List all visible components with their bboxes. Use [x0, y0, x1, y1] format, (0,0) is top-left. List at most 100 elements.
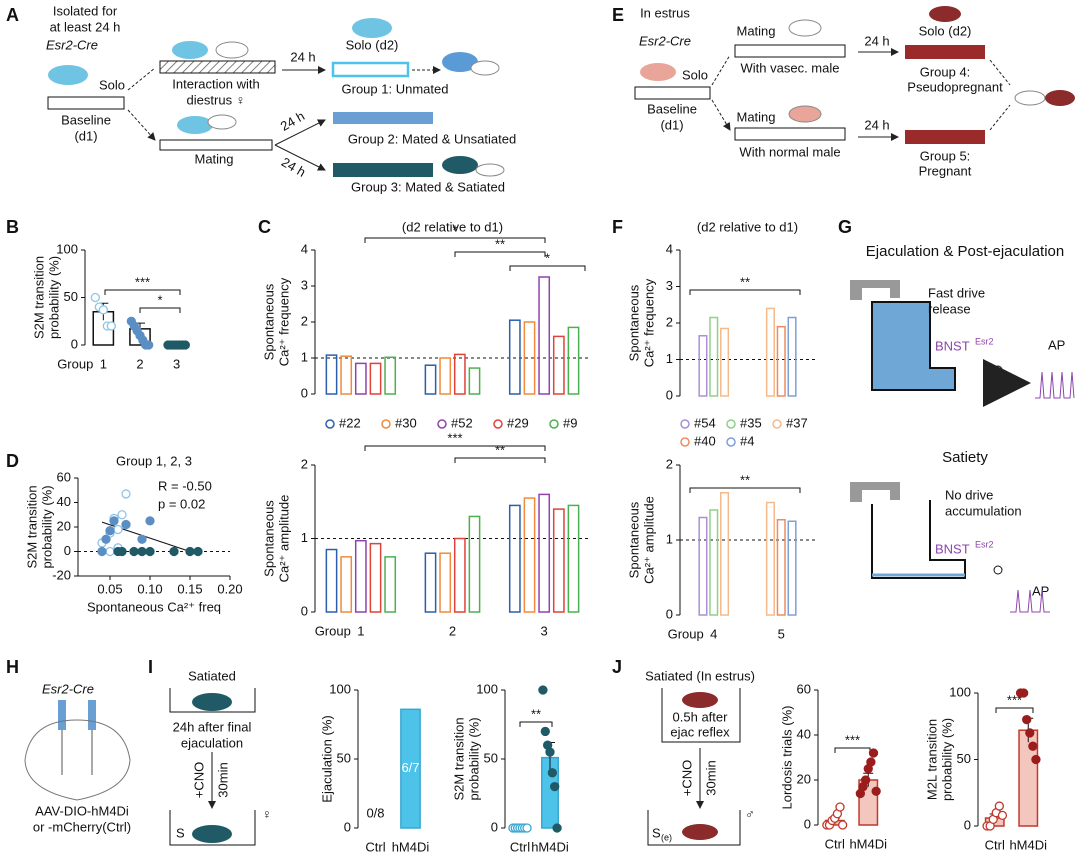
data-point	[552, 823, 562, 833]
bar	[698, 516, 708, 616]
significance-label: ***	[135, 274, 150, 289]
mouse	[442, 156, 478, 174]
label: BNST	[935, 338, 970, 353]
data-point	[90, 292, 100, 303]
box	[734, 44, 846, 58]
y-tick-label: 0	[666, 387, 673, 402]
data-point	[193, 546, 203, 557]
panel-label: E	[612, 5, 624, 25]
label: Solo (d2)	[346, 37, 399, 52]
arrow	[989, 59, 1011, 131]
x-tick-label: 2	[449, 623, 456, 638]
label: Group 1: Unmated	[342, 81, 449, 96]
bar	[424, 552, 437, 613]
mouse	[442, 52, 478, 72]
panel-g: Ejaculation & Post-ejaculation Fast driv…	[850, 243, 1075, 613]
label: With normal male	[739, 144, 840, 159]
label: S	[652, 825, 661, 840]
x-axis-label: Group	[57, 356, 93, 371]
box	[159, 139, 273, 151]
label: AP	[1032, 583, 1049, 598]
bar	[439, 357, 452, 395]
y-tick-label: 0	[964, 817, 971, 832]
label: at least 24 h	[50, 19, 121, 34]
bar	[508, 319, 521, 395]
data-point	[866, 757, 876, 767]
bar	[720, 492, 730, 616]
y-tick-label: 3	[301, 277, 308, 292]
y-tick-label: 1	[666, 351, 673, 366]
label: Esr2	[975, 539, 994, 549]
y-axis-label: Spontaneous	[261, 283, 276, 360]
x-tick-label: 0.10	[137, 581, 162, 596]
label: 24 h	[864, 117, 889, 132]
x-tick-label: Ctrl	[365, 839, 385, 854]
legend-label: #40	[694, 433, 716, 448]
data-point	[143, 340, 154, 350]
cage	[647, 810, 741, 846]
y-tick-label: 4	[666, 241, 673, 256]
label: Mating	[194, 151, 233, 166]
data-point	[997, 810, 1008, 821]
label: Esr2-Cre	[639, 33, 691, 48]
bar	[552, 335, 565, 395]
bar	[523, 497, 536, 613]
value-label: 6/7	[401, 760, 419, 775]
y-tick-label: 100	[329, 681, 351, 696]
data-point	[137, 534, 147, 544]
significance-bracket	[519, 721, 553, 727]
legend-marker	[381, 419, 391, 429]
legend-label: #9	[563, 415, 577, 430]
y-tick-label: 100	[56, 241, 78, 256]
cage	[169, 688, 256, 713]
significance-label: ***	[845, 732, 860, 747]
x-tick-label: Ctrl	[510, 839, 530, 854]
bar	[698, 335, 708, 397]
panel-label: D	[6, 451, 19, 471]
x-tick-label: hM4Di	[392, 839, 430, 854]
legend-label: #4	[740, 433, 754, 448]
data-point	[117, 510, 127, 520]
y-axis-label: Ca²⁺ amplitude	[276, 495, 291, 583]
y-tick-label: 50	[337, 750, 351, 765]
y-axis-label: S2M transition	[24, 485, 39, 568]
x-tick-label: hM4Di	[849, 836, 887, 851]
y-tick-label: 0	[804, 816, 811, 831]
y-tick-label: 100	[476, 681, 498, 696]
label: Esr2-Cre	[42, 681, 94, 696]
significance-label: **	[495, 442, 505, 457]
label: Group 3: Mated & Satiated	[351, 179, 505, 194]
y-axis-label: S2M transition	[451, 717, 466, 800]
box	[905, 130, 985, 144]
annotation: p = 0.02	[158, 496, 205, 511]
data-point	[145, 516, 155, 526]
panel-label: H	[6, 657, 19, 677]
mouse	[192, 825, 232, 843]
y-tick-label: 2	[301, 456, 308, 471]
x-tick-label: hM4Di	[531, 839, 569, 854]
bar	[709, 316, 719, 397]
x-tick-label: Ctrl	[985, 837, 1005, 852]
bar	[439, 552, 452, 613]
label: 24 h	[278, 108, 307, 134]
tank	[871, 500, 966, 579]
mouse	[788, 105, 822, 123]
mouse	[207, 114, 237, 130]
bar	[369, 542, 382, 613]
box	[333, 163, 433, 177]
mouse	[470, 60, 500, 76]
panel-label: B	[6, 217, 19, 237]
tank	[871, 301, 956, 391]
bar	[354, 539, 367, 613]
legend-marker	[549, 419, 559, 429]
label: Solo (d2)	[919, 23, 972, 38]
label: (d1)	[74, 128, 97, 143]
significance-label: *	[452, 222, 457, 237]
data-point	[169, 546, 179, 557]
significance-bracket	[454, 251, 546, 257]
label: Satiety	[942, 449, 988, 466]
x-tick-label: 5	[778, 626, 785, 641]
significance-bracket	[834, 747, 871, 753]
mouse	[352, 18, 392, 38]
